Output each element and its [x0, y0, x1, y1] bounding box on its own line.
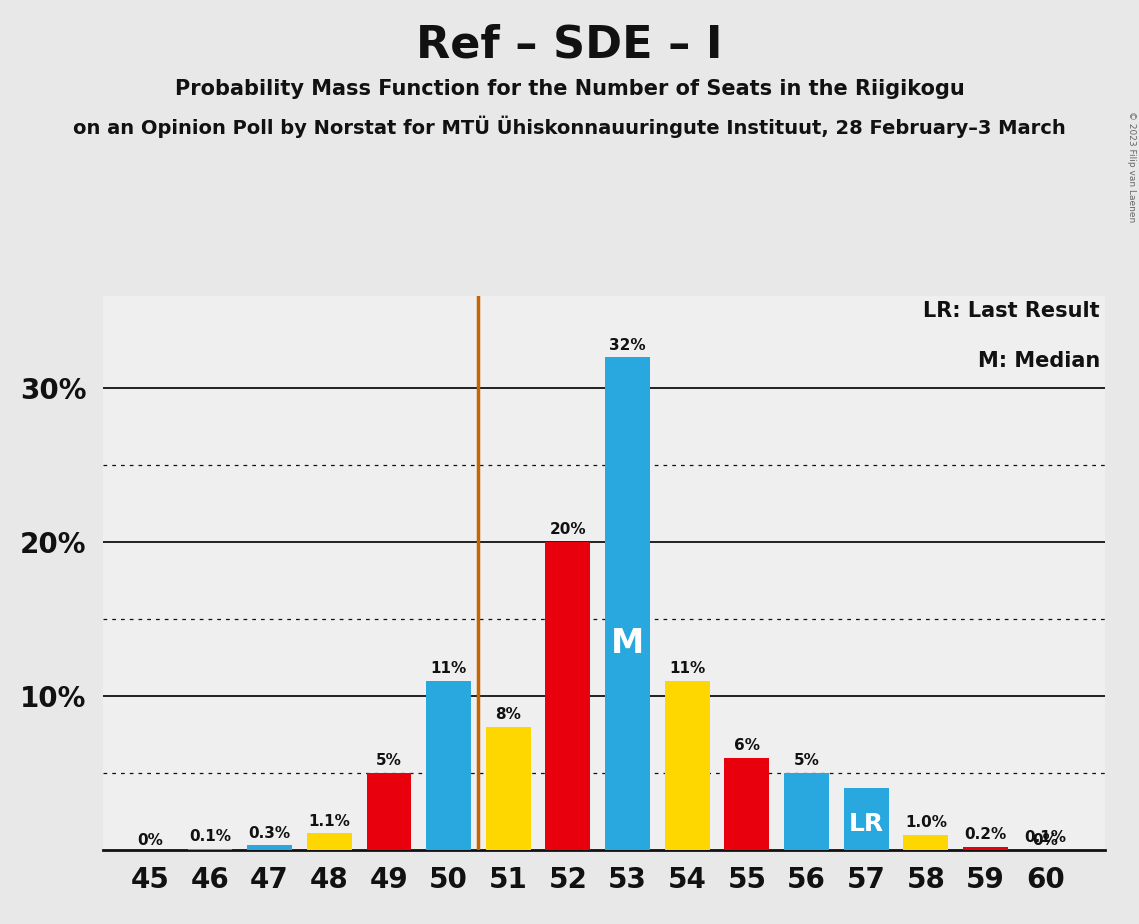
Text: 6%: 6% — [734, 738, 760, 753]
Text: 11%: 11% — [669, 661, 705, 676]
Bar — [665, 681, 710, 850]
Bar — [724, 758, 769, 850]
Text: 0.2%: 0.2% — [965, 827, 1007, 843]
Text: on an Opinion Poll by Norstat for MTÜ Ühiskonnauuringute Instituut, 28 February–: on an Opinion Poll by Norstat for MTÜ Üh… — [73, 116, 1066, 138]
Text: LR: LR — [849, 812, 884, 836]
Bar — [367, 773, 411, 850]
Bar — [546, 542, 590, 850]
Text: 1.0%: 1.0% — [904, 815, 947, 830]
Text: Probability Mass Function for the Number of Seats in the Riigikogu: Probability Mass Function for the Number… — [174, 79, 965, 99]
Text: 32%: 32% — [609, 337, 646, 353]
Text: LR: Last Result: LR: Last Result — [924, 301, 1100, 322]
Bar — [964, 847, 1008, 850]
Bar — [784, 773, 829, 850]
Text: 0%: 0% — [138, 833, 163, 848]
Text: 8%: 8% — [495, 707, 522, 723]
Text: 0%: 0% — [1032, 833, 1058, 848]
Text: M: M — [611, 626, 645, 660]
Text: 11%: 11% — [431, 661, 467, 676]
Bar — [426, 681, 470, 850]
Bar — [306, 833, 352, 850]
Bar — [903, 834, 949, 850]
Bar — [188, 848, 232, 850]
Text: 0.1%: 0.1% — [189, 829, 231, 844]
Bar — [247, 845, 292, 850]
Text: 5%: 5% — [376, 753, 402, 769]
Bar — [605, 358, 650, 850]
Text: 0.1%: 0.1% — [1024, 831, 1066, 845]
Bar — [486, 727, 531, 850]
Text: 1.1%: 1.1% — [309, 813, 350, 829]
Text: M: Median: M: Median — [977, 351, 1100, 371]
Text: 20%: 20% — [549, 522, 587, 538]
Text: Ref – SDE – I: Ref – SDE – I — [416, 23, 723, 67]
Bar — [844, 788, 888, 850]
Text: 5%: 5% — [794, 753, 819, 769]
Text: 0.3%: 0.3% — [248, 826, 290, 841]
Text: © 2023 Filip van Laenen: © 2023 Filip van Laenen — [1126, 111, 1136, 222]
